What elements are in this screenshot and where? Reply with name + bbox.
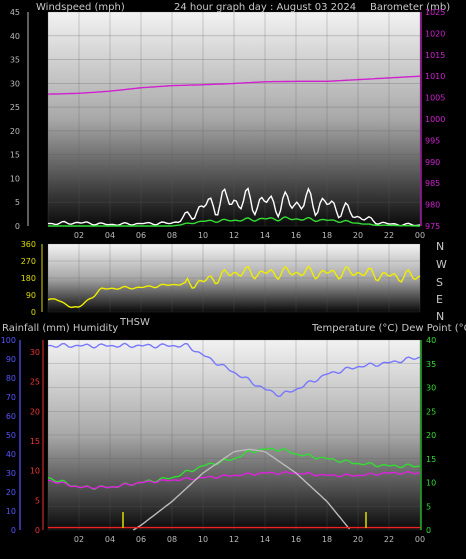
thsw-label: THSW <box>119 317 150 328</box>
windspeed-tick-label: 40 <box>10 32 20 41</box>
barometer-tick-label: 1010 <box>425 72 445 81</box>
mid-panel-bg <box>48 244 420 312</box>
windspeed-tick-label: 35 <box>10 56 20 65</box>
rain-humidity-axis-title: Rainfall (mm) Humidity <box>2 323 118 334</box>
graph-title: 24 hour graph day : August 03 2024 <box>174 2 356 13</box>
rainfall-tick-label: 25 <box>30 378 40 387</box>
x-tick-label: 04 <box>105 231 115 240</box>
temperature-tick-label: 25 <box>426 407 436 416</box>
series-humidity <box>47 342 421 398</box>
x-tick-label: 14 <box>260 535 270 544</box>
dir-label-w: W <box>436 258 447 271</box>
temperature-tick-label: 0 <box>426 526 431 535</box>
x-tick-label: 06 <box>136 231 146 240</box>
barometer-tick-label: 975 <box>425 222 440 231</box>
humidity-tick-label: 40 <box>6 450 16 459</box>
rainfall-tick-label: 15 <box>30 437 40 446</box>
temperature-tick-label: 5 <box>426 502 431 511</box>
rainfall-tick-label: 5 <box>35 496 40 505</box>
windspeed-tick-label: 45 <box>10 8 20 17</box>
windspeed-tick-label: 30 <box>10 79 20 88</box>
windspeed-tick-label: 15 <box>10 151 20 160</box>
x-tick-label: 20 <box>353 231 363 240</box>
x-tick-label: 18 <box>322 231 332 240</box>
x-tick-label: 10 <box>198 231 208 240</box>
x-tick-label: 22 <box>384 231 394 240</box>
dir-label-e: E <box>436 293 443 306</box>
humidity-tick-label: 10 <box>6 507 16 516</box>
barometer-tick-label: 995 <box>425 136 440 145</box>
barometer-tick-label: 1015 <box>425 51 445 60</box>
x-tick-label: 20 <box>353 535 363 544</box>
barometer-tick-label: 980 <box>425 201 440 210</box>
x-tick-label: 22 <box>384 535 394 544</box>
x-tick-label: 06 <box>136 535 146 544</box>
dir-label-s: S <box>436 276 443 289</box>
barometer-tick-label: 1000 <box>425 115 445 124</box>
humidity-tick-label: 70 <box>6 393 16 402</box>
temp-dew-axis-title: Temperature (°C) Dew Point (°C) <box>311 323 466 334</box>
barometer-tick-label: 985 <box>425 179 440 188</box>
dir-label-n-bottom: N <box>436 310 444 323</box>
x-tick-label: 04 <box>105 535 115 544</box>
x-tick-label: 14 <box>260 231 270 240</box>
x-tick-label: 00 <box>415 231 425 240</box>
windspeed-tick-label: 0 <box>15 222 20 231</box>
series-barometer <box>47 75 421 95</box>
x-tick-label: 02 <box>74 231 84 240</box>
humidity-tick-label: 100 <box>1 336 16 345</box>
humidity-tick-label: 80 <box>6 374 16 383</box>
humidity-tick-label: 0 <box>11 526 16 535</box>
top-panel-bg <box>48 12 420 226</box>
thsw-tick-label: 270 <box>21 257 36 266</box>
barometer-tick-label: 1005 <box>425 94 445 103</box>
series-windspeed <box>47 187 421 227</box>
thsw-tick-label: 90 <box>26 291 36 300</box>
windspeed-tick-label: 5 <box>15 198 20 207</box>
series-solar <box>132 448 351 531</box>
humidity-tick-label: 60 <box>6 412 16 421</box>
series-wind-average <box>48 216 420 227</box>
dir-label-n-top: N <box>436 240 444 253</box>
rainfall-tick-label: 0 <box>35 526 40 535</box>
x-tick-label: 12 <box>229 231 239 240</box>
humidity-tick-label: 50 <box>6 431 16 440</box>
windspeed-tick-label: 20 <box>10 127 20 136</box>
x-tick-label: 08 <box>167 535 177 544</box>
series-dew-point <box>47 470 421 490</box>
temperature-tick-label: 15 <box>426 455 436 464</box>
series-thsw <box>47 265 421 309</box>
barometer-tick-label: 1025 <box>425 8 445 17</box>
x-tick-label: 16 <box>291 535 301 544</box>
rainfall-tick-label: 10 <box>30 467 40 476</box>
temperature-tick-label: 20 <box>426 431 436 440</box>
windspeed-tick-label: 10 <box>10 174 20 183</box>
windspeed-tick-label: 25 <box>10 103 20 112</box>
barometer-axis-title: Barometer (mb) <box>370 2 450 13</box>
temperature-tick-label: 40 <box>426 336 436 345</box>
barometer-tick-label: 990 <box>425 158 440 167</box>
x-tick-label: 12 <box>229 535 239 544</box>
x-tick-label: 18 <box>322 535 332 544</box>
thsw-tick-label: 180 <box>21 274 36 283</box>
humidity-tick-label: 90 <box>6 355 16 364</box>
x-tick-label: 10 <box>198 535 208 544</box>
windspeed-axis-title: Windspeed (mph) <box>36 2 125 13</box>
x-tick-label: 08 <box>167 231 177 240</box>
humidity-tick-label: 20 <box>6 488 16 497</box>
temperature-tick-label: 35 <box>426 360 436 369</box>
humidity-tick-label: 30 <box>6 469 16 478</box>
rainfall-tick-label: 20 <box>30 407 40 416</box>
x-tick-label: 02 <box>74 535 84 544</box>
x-tick-label: 16 <box>291 231 301 240</box>
rainfall-tick-label: 30 <box>30 348 40 357</box>
temperature-tick-label: 10 <box>426 479 436 488</box>
thsw-tick-label: 360 <box>21 240 36 249</box>
barometer-tick-label: 1020 <box>425 29 445 38</box>
temperature-tick-label: 30 <box>426 384 436 393</box>
x-tick-label: 00 <box>415 535 425 544</box>
thsw-tick-label: 0 <box>31 308 36 317</box>
